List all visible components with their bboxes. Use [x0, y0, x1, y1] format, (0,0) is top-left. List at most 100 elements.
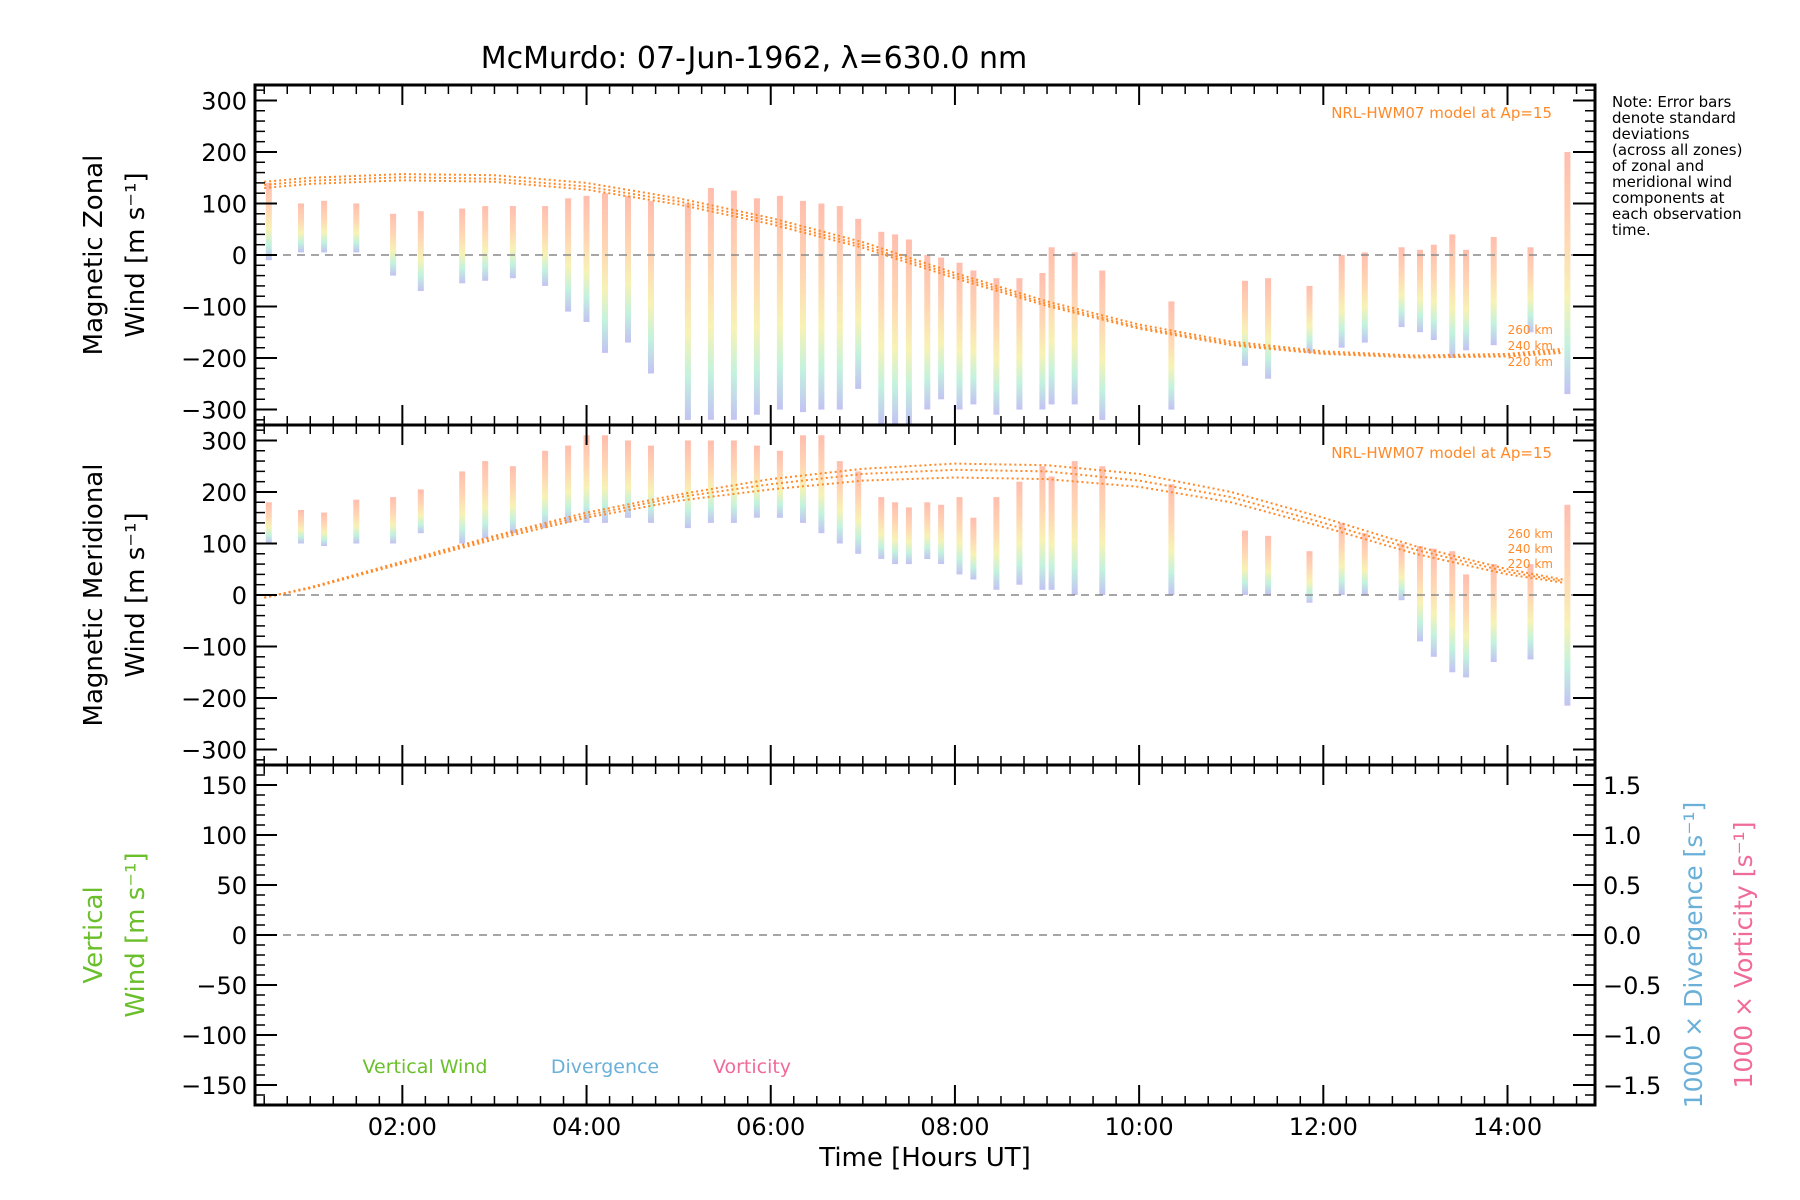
y-tick-label: −100: [181, 294, 247, 322]
y-tick-label: −100: [181, 634, 247, 662]
x-tick-label: 06:00: [736, 1113, 805, 1141]
y-tick-label: 100: [201, 822, 247, 850]
y-tick-label: 300: [201, 87, 247, 115]
meridional-model-label: NRL-HWM07 model at Ap=15: [1331, 444, 1552, 462]
observation-bar: [1048, 476, 1055, 590]
observation-bar: [625, 195, 631, 343]
y-tick-label: −200: [181, 345, 247, 373]
observation-bar: [1417, 546, 1423, 642]
divergence-axis-label: 1000 × Divergence [s⁻¹]: [1679, 802, 1708, 1109]
observation-bar: [321, 512, 328, 547]
x-tick-label: 02:00: [368, 1113, 437, 1141]
observation-bar: [1168, 301, 1175, 410]
observation-bar: [1099, 270, 1106, 420]
observation-bar: [1361, 252, 1368, 343]
legend-vertical-wind: Vertical Wind: [363, 1056, 488, 1078]
zonal-ylabel-line: Wind [m s⁻¹]: [121, 172, 151, 337]
observation-bar: [800, 200, 806, 413]
note-line: denote standard: [1612, 109, 1736, 127]
y-tick-label: −50: [196, 972, 247, 1000]
x-tick-label: 08:00: [920, 1113, 989, 1141]
y-tick-label: 0: [232, 582, 247, 610]
y-tick-label: 100: [201, 190, 247, 218]
vertical-ylabel-line: Vertical: [79, 886, 109, 983]
observation-bar: [1338, 522, 1345, 595]
y-tick-label: −150: [181, 1072, 247, 1100]
note-line: meridional wind: [1612, 173, 1732, 191]
observation-bar: [1071, 461, 1078, 595]
observation-bar: [1398, 247, 1405, 328]
model-curve: [263, 468, 1563, 599]
model-curve: [264, 179, 1563, 359]
observation-bar: [542, 450, 549, 529]
observation-bar: [1306, 551, 1313, 603]
observation-bar: [1306, 285, 1313, 353]
observation-bar: [1463, 574, 1470, 678]
observation-bar: [353, 203, 360, 253]
vertical-ylabel-line: Wind [m s⁻¹]: [121, 852, 151, 1017]
observation-bar: [542, 206, 549, 286]
zonal-altitude-label: 240 km: [1508, 339, 1553, 353]
x-tick-label: 10:00: [1105, 1113, 1174, 1141]
observation-bar: [417, 211, 424, 291]
y-tick-label: −200: [181, 685, 247, 713]
observation-bar: [1242, 530, 1248, 595]
vertical-plot-frame: [253, 763, 1597, 1107]
note-line: deviations: [1612, 125, 1690, 143]
observation-bar: [776, 195, 783, 410]
observation-bar: [993, 497, 1000, 590]
y2-tick-label: −1.0: [1603, 1022, 1661, 1050]
meridional-altitude-label: 260 km: [1508, 527, 1553, 541]
observation-bar: [625, 440, 631, 518]
x-tick-label: 12:00: [1289, 1113, 1358, 1141]
observation-bar: [730, 440, 737, 523]
observation-bar: [583, 435, 590, 523]
zonal-altitude-label: 260 km: [1508, 323, 1553, 337]
y-tick-label: 50: [216, 872, 247, 900]
observation-bar: [482, 461, 489, 539]
note-line: of zonal and: [1612, 157, 1704, 175]
observation-bar: [1527, 564, 1534, 660]
observation-bar: [1168, 484, 1175, 595]
observation-bar: [684, 203, 691, 420]
observation-bar: [648, 445, 654, 523]
y-tick-label: 150: [201, 772, 247, 800]
observation-bar: [892, 234, 899, 424]
x-tick-label: 04:00: [552, 1113, 621, 1141]
y-tick-label: −100: [181, 1022, 247, 1050]
observation-bar: [707, 188, 714, 420]
observation-bar: [970, 517, 977, 580]
observation-bar: [1338, 255, 1345, 348]
observation-bar: [878, 497, 885, 559]
y-tick-label: 300: [201, 427, 247, 455]
model-curve: [264, 173, 1563, 357]
observation-bar: [265, 182, 272, 261]
note-line: time.: [1612, 221, 1651, 239]
observation-bar: [924, 502, 931, 559]
observation-bar: [878, 231, 885, 424]
observation-bar: [583, 195, 590, 322]
observation-bar: [1430, 244, 1437, 340]
note-text: Note: Error bars denote standard deviation…: [1612, 93, 1742, 239]
observation-bar: [265, 502, 272, 544]
observation-bar: [1242, 280, 1248, 366]
observation-bar: [905, 507, 912, 565]
meridional-altitude-label: 240 km: [1508, 542, 1553, 556]
meridional-panel: 300 200 100 0 −100 −200 −300 NRL-HWM07 model a…: [79, 423, 1597, 767]
observation-bar: [321, 200, 328, 253]
note-line: Note: Error bars: [1612, 93, 1732, 111]
y2-tick-label: 0.5: [1603, 872, 1641, 900]
observation-bar: [1361, 533, 1368, 595]
observation-bar: [417, 489, 424, 534]
y2-tick-label: 0.0: [1603, 922, 1641, 950]
vorticity-axis-label: 1000 × Vorticity [s⁻¹]: [1729, 822, 1758, 1089]
observation-bar: [1430, 548, 1437, 657]
x-axis-label: Time [Hours UT]: [818, 1143, 1031, 1173]
observation-bar: [1527, 247, 1534, 333]
observation-bar: [892, 502, 899, 565]
observation-bar: [1564, 504, 1571, 706]
observation-bar: [924, 255, 931, 410]
observation-bar: [800, 435, 806, 523]
observation-bar: [684, 440, 691, 529]
